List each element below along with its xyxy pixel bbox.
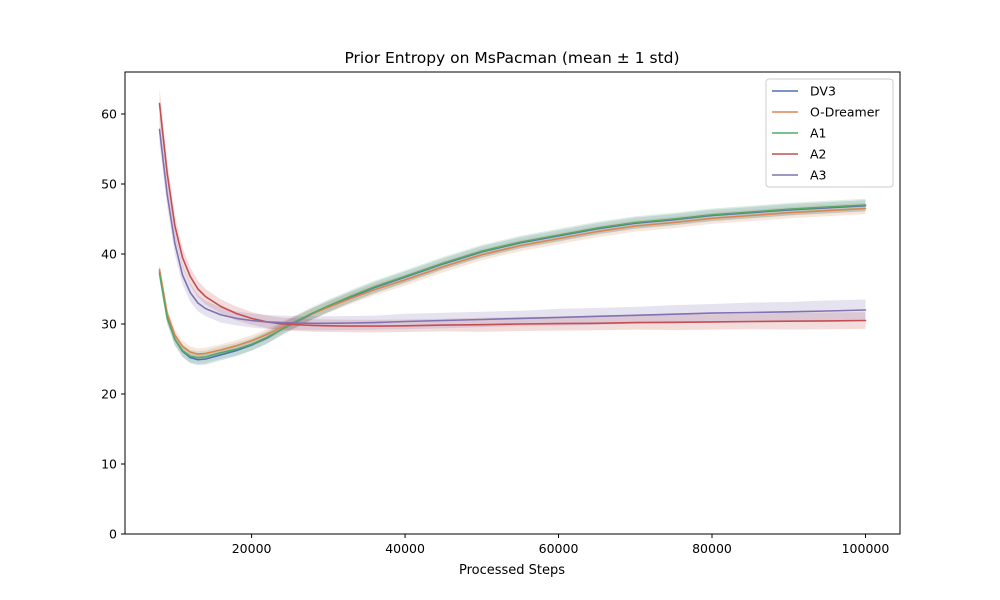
- y-tick-label: 0: [109, 527, 117, 542]
- std-band-a2: [159, 88, 866, 333]
- x-tick-label: 80000: [692, 541, 732, 556]
- std-band-dv3: [159, 200, 866, 366]
- series-line-a1: [158, 204, 867, 359]
- legend: DV3 O-Dreamer A1 A2 A3: [765, 78, 894, 188]
- y-tick-label: 30: [101, 317, 117, 332]
- legend-label-o-dreamer: O-Dreamer: [810, 105, 880, 120]
- legend-label-a2: A2: [810, 147, 827, 162]
- y-tick-label: 10: [101, 457, 117, 472]
- y-axis: 0 10 20 30 40 50 60: [101, 107, 125, 542]
- y-tick-label: 50: [101, 177, 117, 192]
- chart-title: Prior Entropy on MsPacman (mean ± 1 std): [344, 49, 679, 67]
- x-axis: 20000 40000 60000 80000 100000: [232, 534, 890, 556]
- series-lines: [158, 102, 867, 361]
- std-band-a3: [159, 114, 866, 331]
- std-band-o-dreamer: [159, 202, 866, 360]
- legend-box: [765, 78, 894, 188]
- x-tick-label: 20000: [232, 541, 272, 556]
- x-axis-label: Processed Steps: [459, 563, 565, 578]
- y-tick-label: 40: [101, 247, 117, 262]
- x-tick-label: 100000: [842, 541, 890, 556]
- legend-label-a1: A1: [810, 126, 827, 141]
- series-line-a2: [158, 102, 867, 327]
- x-tick-label: 60000: [539, 541, 579, 556]
- legend-label-dv3: DV3: [810, 84, 836, 99]
- plot-frame: [124, 71, 901, 535]
- legend-label-a3: A3: [810, 168, 827, 183]
- series-line-o-dreamer: [158, 207, 867, 355]
- series-line-a3: [158, 128, 867, 325]
- x-tick-label: 40000: [385, 541, 425, 556]
- y-tick-label: 60: [101, 107, 117, 122]
- y-tick-label: 20: [101, 387, 117, 402]
